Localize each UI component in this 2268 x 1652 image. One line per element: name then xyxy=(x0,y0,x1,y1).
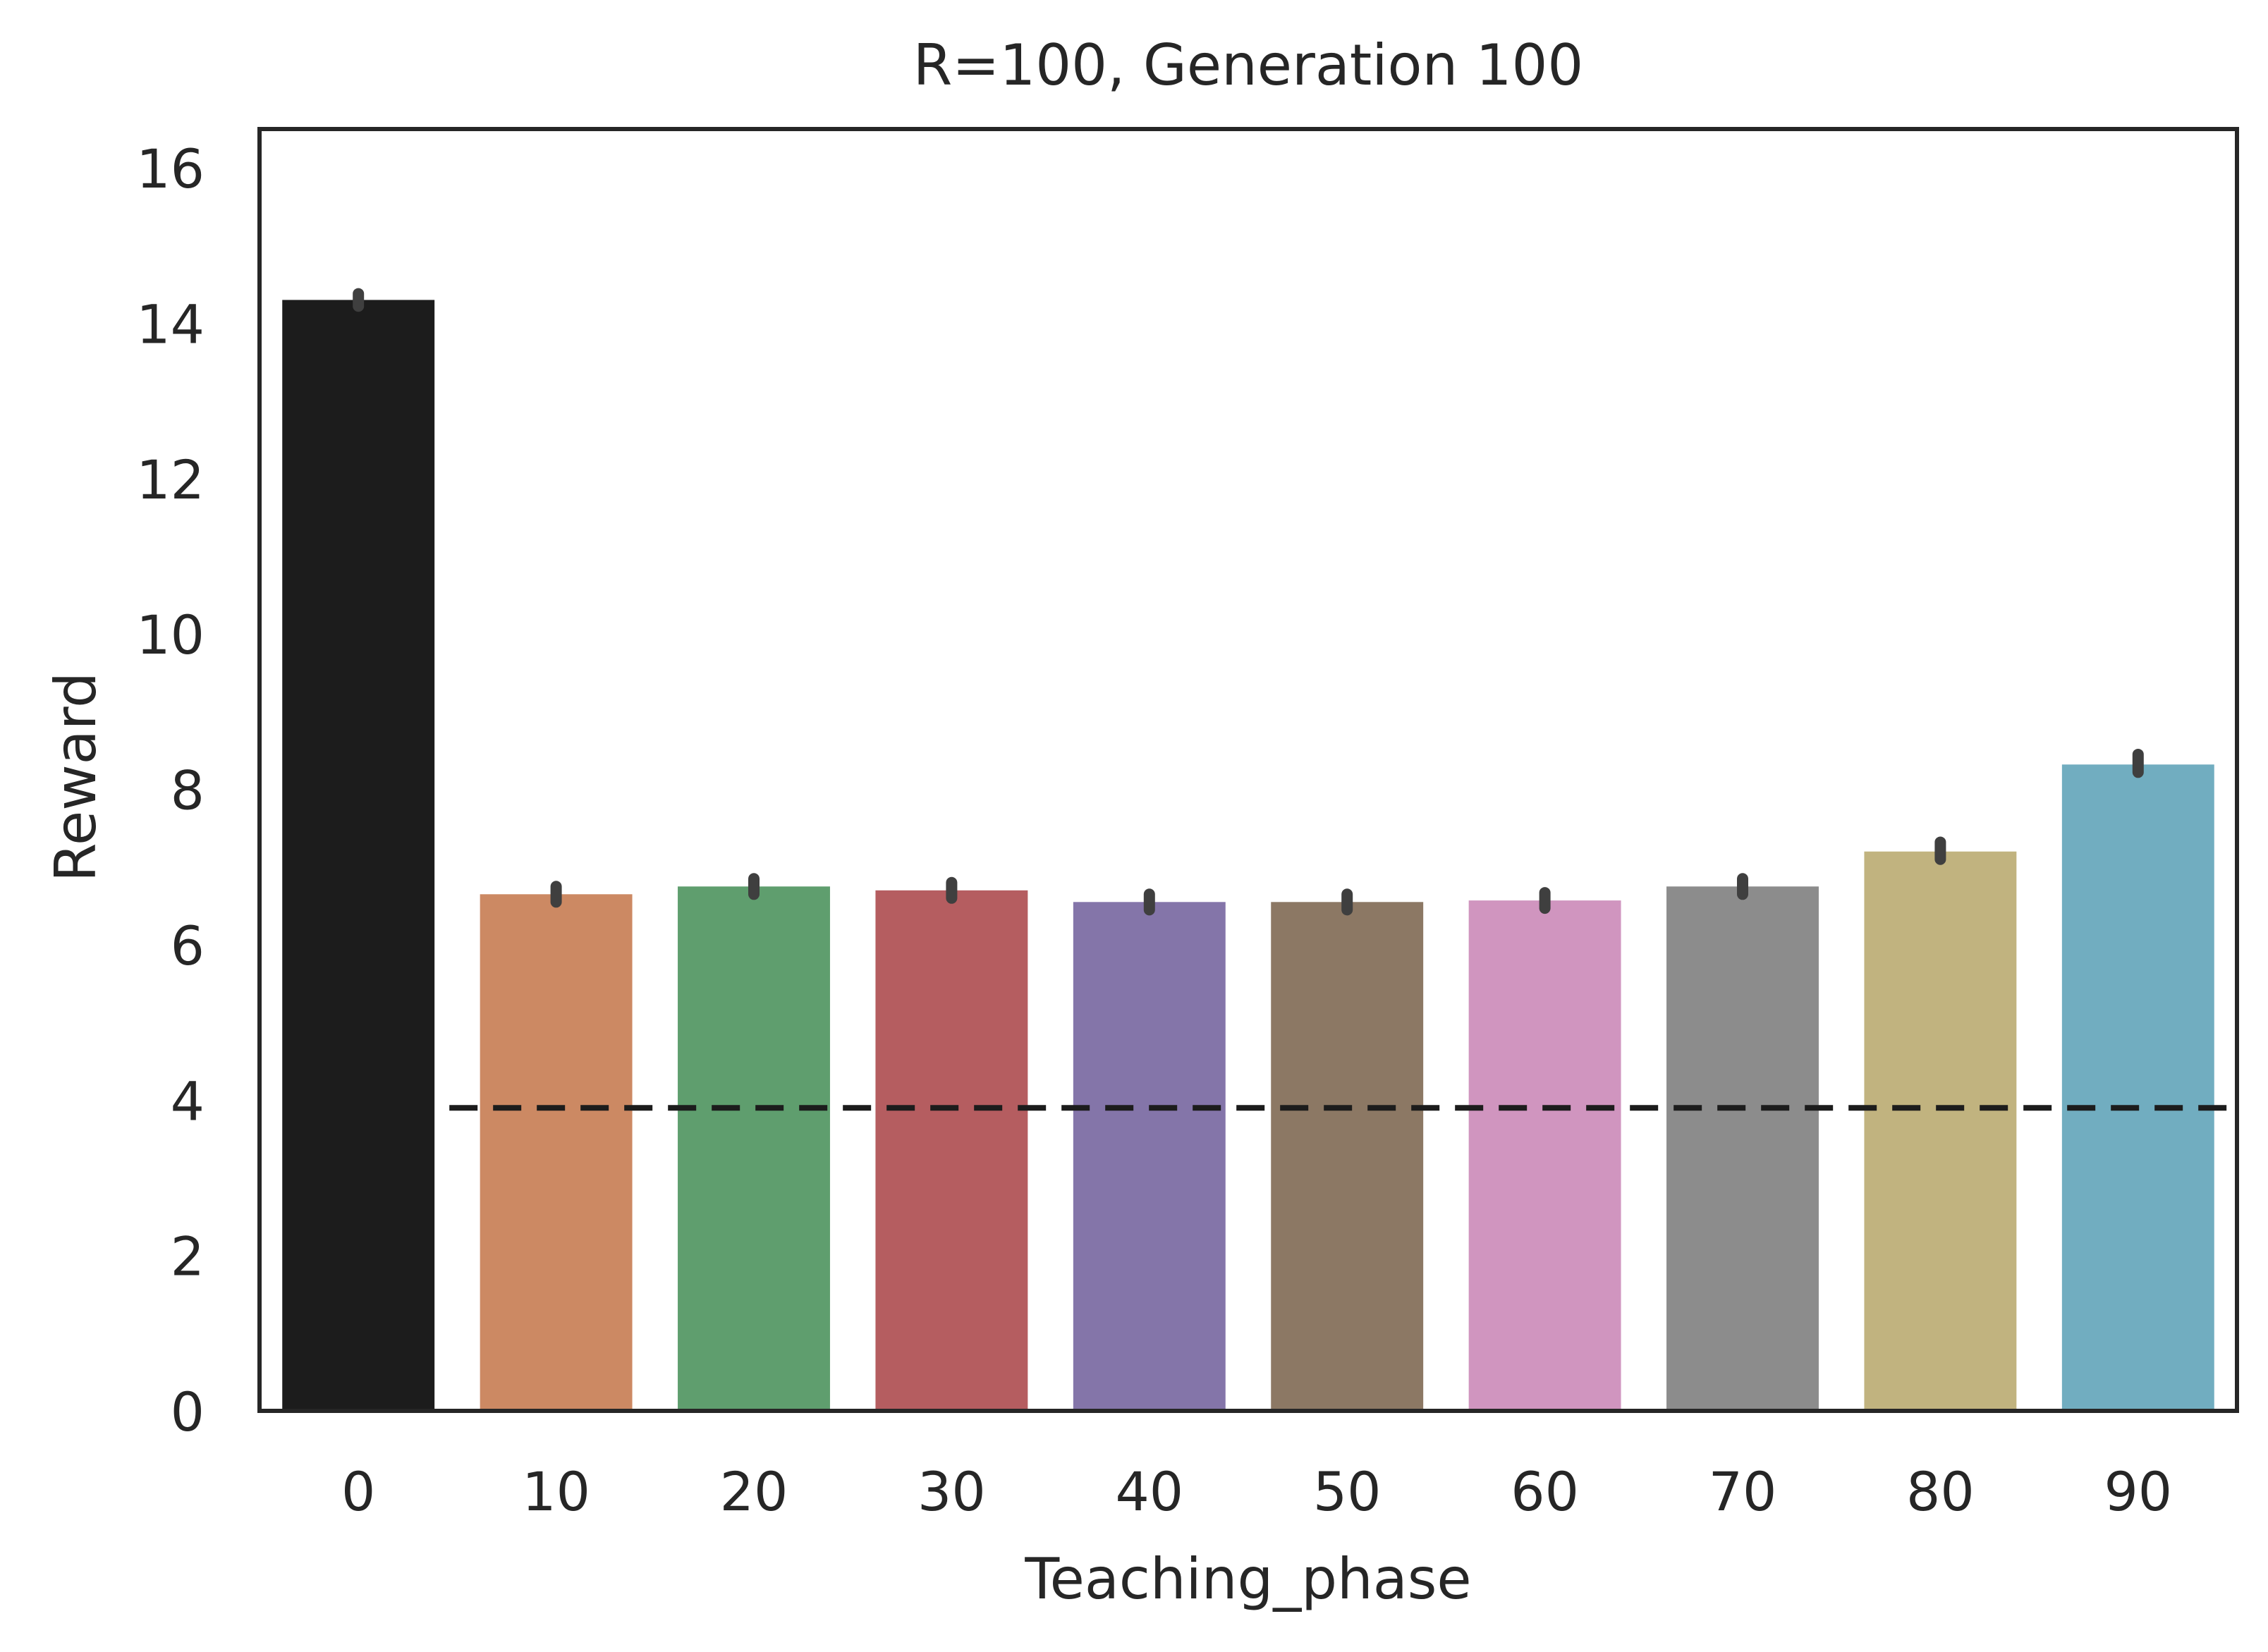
x-tick-label: 80 xyxy=(1906,1460,1975,1523)
bar-70 xyxy=(1666,886,1819,1411)
y-tick-label: 2 xyxy=(171,1225,205,1288)
bar-50 xyxy=(1271,902,1424,1411)
x-tick-label: 20 xyxy=(720,1460,788,1523)
bar-10 xyxy=(480,894,633,1411)
x-tick-label: 50 xyxy=(1313,1460,1382,1523)
y-tick-label: 12 xyxy=(136,448,205,511)
bar-60 xyxy=(1468,900,1621,1411)
y-axis-label: Reward xyxy=(43,672,109,882)
plot-frame xyxy=(257,127,2239,1413)
x-tick-label: 30 xyxy=(917,1460,986,1523)
chart-title: R=100, Generation 100 xyxy=(913,32,1584,98)
bars-group xyxy=(282,300,2214,1411)
y-tick-label: 0 xyxy=(171,1381,205,1443)
y-tick-label: 14 xyxy=(136,293,205,355)
bar-80 xyxy=(1864,851,2017,1411)
y-tick-label: 8 xyxy=(171,759,205,822)
x-tick-label: 0 xyxy=(341,1460,375,1523)
x-axis-ticks: 0 10 20 30 40 50 60 70 80 90 xyxy=(341,1460,2172,1523)
y-tick-label: 10 xyxy=(136,604,205,666)
y-tick-label: 4 xyxy=(171,1070,205,1132)
x-tick-label: 70 xyxy=(1709,1460,1777,1523)
x-axis-label: Teaching_phase xyxy=(1024,1546,1471,1612)
bar-90 xyxy=(2061,764,2214,1411)
y-tick-label: 6 xyxy=(171,914,205,977)
x-tick-label: 60 xyxy=(1511,1460,1579,1523)
error-bars-group xyxy=(353,288,2144,916)
bar-30 xyxy=(875,890,1028,1411)
x-tick-label: 90 xyxy=(2104,1460,2172,1523)
bar-0 xyxy=(282,300,435,1411)
y-axis-ticks: 0 2 4 6 8 10 12 14 16 xyxy=(136,137,205,1443)
bar-20 xyxy=(678,886,830,1411)
y-tick-label: 16 xyxy=(136,137,205,200)
x-tick-label: 40 xyxy=(1115,1460,1183,1523)
x-tick-label: 10 xyxy=(522,1460,590,1523)
bar-40 xyxy=(1073,902,1226,1411)
